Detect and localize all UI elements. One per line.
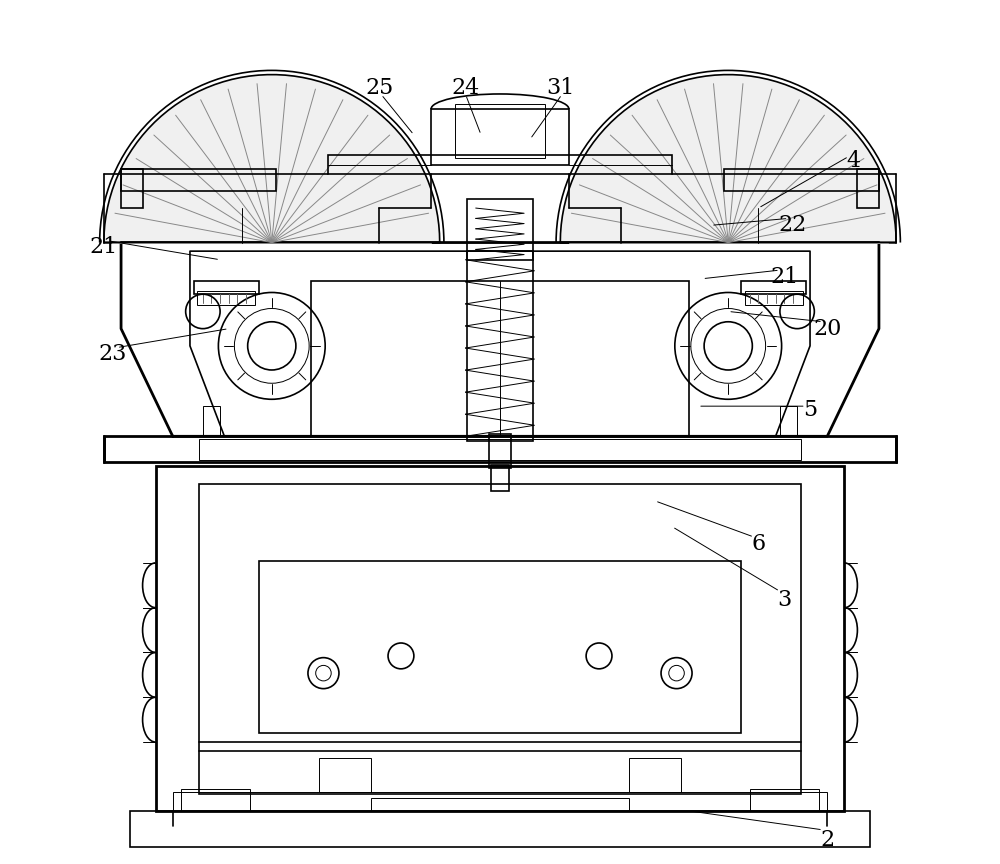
- Bar: [629, 758, 681, 792]
- Bar: [199, 439, 801, 460]
- Bar: [467, 200, 533, 260]
- Bar: [197, 291, 255, 304]
- Bar: [311, 282, 689, 436]
- Bar: [750, 790, 819, 811]
- Bar: [194, 282, 259, 295]
- Bar: [121, 169, 143, 208]
- Bar: [780, 406, 797, 436]
- Bar: [259, 562, 741, 734]
- Text: 25: 25: [365, 77, 394, 98]
- Bar: [857, 169, 879, 208]
- Text: 4: 4: [846, 149, 860, 172]
- Bar: [431, 109, 569, 165]
- Polygon shape: [104, 74, 440, 243]
- Text: 2: 2: [820, 829, 834, 851]
- Bar: [199, 484, 801, 794]
- Bar: [724, 169, 879, 191]
- Bar: [319, 758, 371, 792]
- Bar: [489, 434, 511, 468]
- Text: 6: 6: [751, 533, 765, 555]
- Text: 24: 24: [451, 77, 480, 98]
- Text: 21: 21: [770, 266, 798, 288]
- Polygon shape: [560, 74, 896, 243]
- Bar: [455, 104, 545, 158]
- Bar: [104, 436, 896, 462]
- Bar: [203, 406, 220, 436]
- Text: 20: 20: [813, 318, 841, 340]
- Bar: [467, 251, 533, 441]
- Bar: [121, 169, 276, 191]
- Text: 3: 3: [777, 589, 791, 611]
- Text: 5: 5: [803, 399, 817, 422]
- Bar: [371, 798, 629, 811]
- Bar: [328, 155, 672, 174]
- Text: 22: 22: [779, 214, 807, 237]
- Bar: [181, 790, 250, 811]
- Bar: [745, 291, 803, 304]
- Bar: [173, 792, 827, 811]
- Text: 31: 31: [546, 77, 574, 98]
- Bar: [741, 282, 806, 295]
- Bar: [156, 467, 844, 811]
- Bar: [130, 811, 870, 847]
- Text: 23: 23: [98, 344, 127, 365]
- Text: 21: 21: [90, 236, 118, 257]
- Bar: [491, 465, 509, 491]
